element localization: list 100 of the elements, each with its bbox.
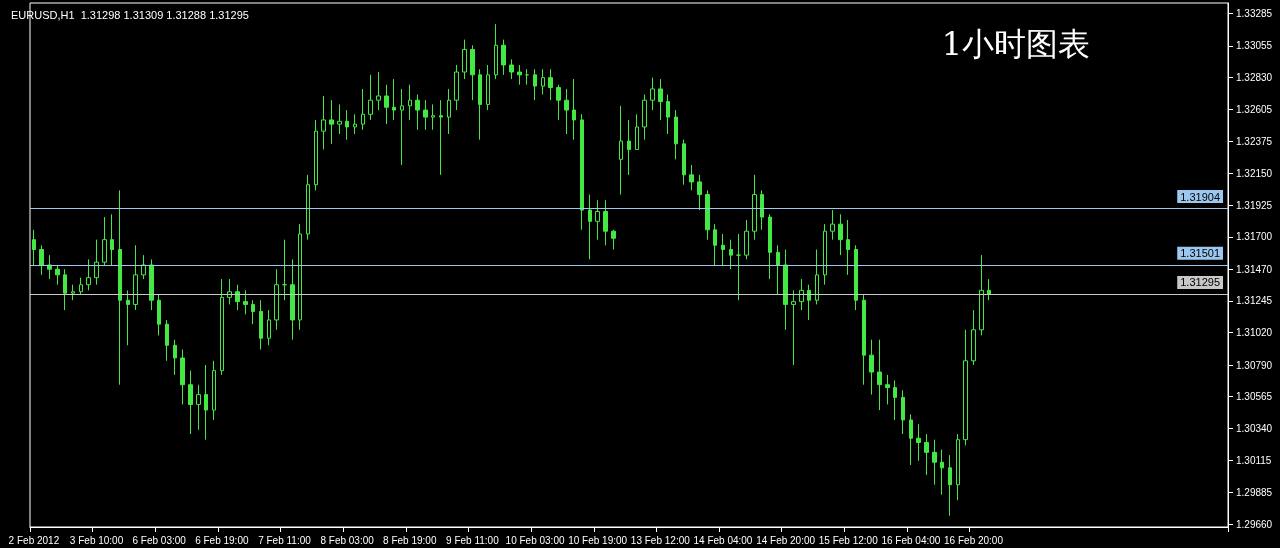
candlestick — [768, 213, 772, 280]
candlestick — [157, 294, 161, 336]
candlestick — [353, 113, 357, 135]
candlestick — [133, 244, 138, 311]
candlestick — [227, 278, 232, 305]
candlestick — [642, 94, 647, 141]
candlestick — [118, 189, 122, 386]
y-tick-label: 1.31470 — [1236, 263, 1273, 275]
candlestick — [697, 174, 702, 211]
x-tick-label: 9 Feb 11:00 — [446, 534, 500, 546]
candlestick — [791, 289, 796, 366]
y-tick-label: 1.31020 — [1236, 327, 1273, 339]
candlestick — [94, 239, 99, 286]
candlestick — [924, 433, 929, 476]
candlestick — [71, 284, 75, 301]
x-tick-label: 15 Feb 12:00 — [818, 534, 879, 546]
candlestick — [948, 454, 952, 517]
candlestick — [916, 423, 921, 462]
y-tick-label: 1.31700 — [1236, 231, 1273, 243]
candlestick — [141, 254, 146, 280]
candlestick — [729, 239, 733, 270]
candlestick — [595, 199, 600, 241]
candlestick — [196, 384, 201, 431]
candlestick — [235, 284, 240, 311]
y-tick-label: 1.29660 — [1236, 518, 1273, 530]
candlestick — [846, 219, 850, 276]
candlestick — [979, 254, 984, 336]
candlestick — [274, 268, 279, 331]
candlestick — [165, 319, 169, 362]
candlestick — [149, 258, 154, 311]
ref-line-label: 1.31295 — [1180, 276, 1220, 289]
candlestick — [415, 94, 420, 131]
candlestick — [666, 94, 670, 135]
candlestick — [987, 278, 991, 301]
candlestick — [204, 364, 208, 441]
candlestick — [431, 103, 435, 131]
candlestick — [447, 88, 451, 135]
y-tick-label: 1.32830 — [1236, 72, 1273, 84]
candlestick — [486, 64, 490, 111]
candlestick — [63, 268, 67, 311]
candlestick — [658, 78, 663, 121]
x-tick-label: 13 Feb 12:00 — [630, 534, 691, 546]
candlestick — [251, 299, 255, 325]
candlestick — [337, 103, 342, 135]
candlestick — [321, 95, 326, 150]
candlestick — [963, 329, 968, 446]
candlestick — [619, 105, 623, 196]
candlestick — [212, 360, 216, 421]
candlestick — [635, 113, 639, 150]
y-tick-label: 1.29885 — [1236, 486, 1273, 498]
candlestick — [893, 380, 897, 421]
candlestick — [713, 223, 717, 266]
y-tick-label: 1.30790 — [1236, 359, 1273, 371]
y-tick-label: 1.31245 — [1236, 295, 1273, 307]
candlestick — [306, 174, 310, 241]
y-tick-label: 1.31925 — [1236, 199, 1273, 211]
candlestick — [815, 249, 819, 305]
candlestick — [361, 88, 365, 131]
candlestick — [533, 68, 537, 101]
candlestick — [783, 249, 788, 331]
candlestick — [439, 99, 443, 176]
x-tick-label: 8 Feb 03:00 — [320, 534, 375, 546]
candlestick — [823, 223, 827, 286]
candlestick — [588, 194, 592, 260]
candlestick — [509, 58, 514, 80]
x-tick-label: 3 Feb 10:00 — [69, 534, 124, 546]
candlestick — [400, 88, 404, 166]
candlestick — [408, 84, 412, 121]
candlestick — [329, 99, 334, 145]
candlestick — [869, 339, 874, 396]
candlestick — [541, 68, 545, 96]
candlestick — [556, 84, 561, 121]
x-tick-label: 6 Feb 19:00 — [195, 534, 249, 546]
candlestick — [807, 284, 811, 321]
candlestick — [830, 209, 835, 241]
candlestick — [188, 370, 193, 435]
candlestick — [564, 88, 569, 135]
candlestick — [932, 439, 937, 486]
candlestick — [423, 99, 428, 131]
candlestick — [548, 68, 553, 101]
candlestick — [525, 68, 529, 86]
ref-line-label: 1.31501 — [1180, 247, 1220, 260]
x-tick-label: 14 Feb 20:00 — [756, 534, 816, 546]
candlestick — [940, 449, 944, 496]
candlestick — [267, 309, 271, 346]
candlestick — [799, 278, 804, 311]
candlestick — [39, 244, 44, 276]
candlestick — [470, 44, 475, 101]
candlestick — [674, 109, 678, 160]
x-tick-label: 6 Feb 03:00 — [132, 534, 187, 546]
x-tick-label: 14 Feb 04:00 — [693, 534, 753, 546]
x-tick-label: 10 Feb 19:00 — [568, 534, 628, 546]
candlestick — [32, 229, 36, 266]
candlestick — [282, 239, 287, 301]
x-tick-label: 7 Feb 11:00 — [258, 534, 312, 546]
x-tick-label: 16 Feb 04:00 — [881, 534, 941, 546]
candlestick — [611, 229, 616, 251]
x-tick-label: 2 Feb 2012 — [8, 534, 60, 546]
y-tick-label: 1.30340 — [1236, 422, 1273, 434]
y-tick-label: 1.32150 — [1236, 167, 1273, 179]
